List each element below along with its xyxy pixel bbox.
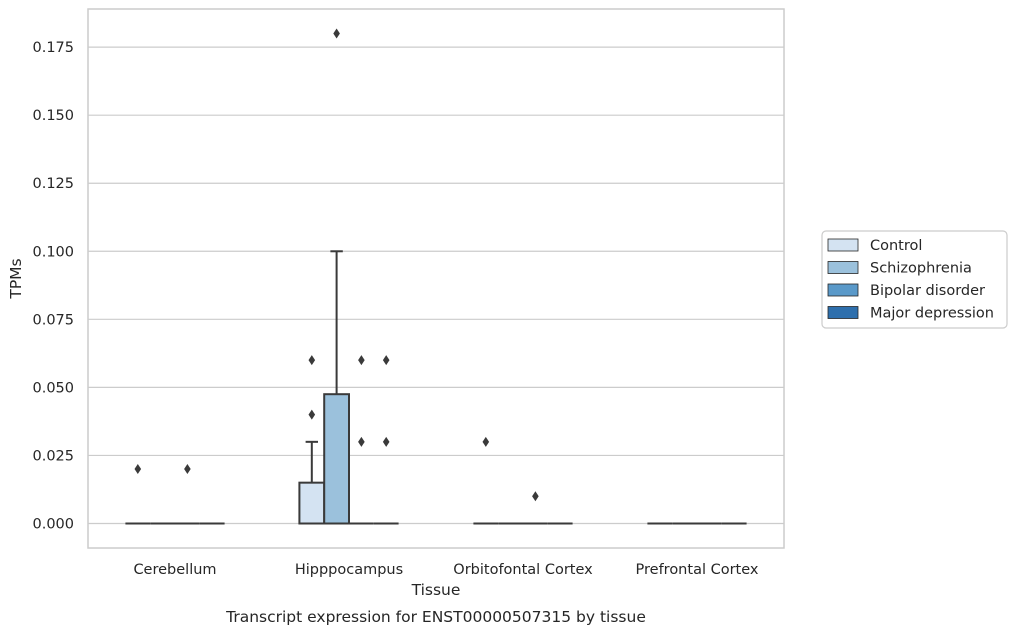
box-major-depression-1 <box>373 355 399 525</box>
y-tick-label: 0.050 <box>32 380 74 396</box>
y-tick-label: 0.000 <box>32 517 74 533</box>
x-tick-label: Hipppocampus <box>295 562 403 578</box>
y-axis-ticks: 0.000 0.025 0.050 0.075 0.100 0.125 0.150 0.175 <box>32 40 74 532</box>
outlier-point <box>184 464 191 475</box>
grid-lines <box>88 46 784 525</box>
outlier-point <box>382 436 390 447</box>
x-tick-label: Orbitofontal Cortex <box>453 562 593 578</box>
box-control-1 <box>298 355 326 525</box>
legend-frame <box>821 230 1008 329</box>
plot-frame <box>87 8 785 549</box>
legend-label: Major depression <box>870 306 994 322</box>
legend-swatch <box>827 261 859 274</box>
legend-swatch <box>827 283 859 297</box>
chart-caption: Transcript expression for ENST0000050731… <box>225 608 646 626</box>
box-schizophrenia-1 <box>323 28 350 525</box>
outlier-point <box>382 355 390 366</box>
y-tick-label: 0.075 <box>32 312 74 328</box>
legend: Control Schizophrenia Bipolar disorder Majo… <box>821 230 1008 329</box>
y-tick-label: 0.025 <box>32 448 74 464</box>
outlier-point <box>482 436 490 447</box>
outlier-point <box>308 355 316 366</box>
y-tick-label: 0.125 <box>32 176 74 192</box>
legend-label: Bipolar disorder <box>870 283 985 299</box>
legend-swatch <box>827 238 859 252</box>
box-body <box>323 393 350 525</box>
outlier-point <box>134 464 142 475</box>
outlier-point <box>532 491 539 502</box>
box-control-2 <box>473 436 499 525</box>
box-bipolar-disorder-0 <box>175 464 200 525</box>
legend-label: Control <box>870 238 922 254</box>
box-bipolar-disorder-1 <box>349 355 374 525</box>
y-axis-label: TPMs <box>7 258 25 299</box>
x-axis-label: Tissue <box>411 581 461 599</box>
y-tick-label: 0.150 <box>32 108 74 124</box>
legend-label: Schizophrenia <box>870 261 972 277</box>
box-body <box>298 481 326 525</box>
x-axis-ticks: Cerebellum Hipppocampus Orbitofontal Corte… <box>133 562 758 578</box>
outlier-point <box>333 28 340 39</box>
x-tick-label: Cerebellum <box>133 562 216 578</box>
y-tick-label: 0.175 <box>32 40 74 56</box>
outlier-point <box>358 355 365 366</box>
legend-swatch <box>827 306 859 319</box>
outlier-point <box>358 436 365 447</box>
boxes <box>125 28 747 525</box>
outlier-point <box>308 409 316 420</box>
box-bipolar-disorder-2 <box>523 491 548 525</box>
y-tick-label: 0.100 <box>32 244 74 260</box>
x-tick-label: Prefrontal Cortex <box>636 562 759 578</box>
box-control-0 <box>125 464 151 525</box>
